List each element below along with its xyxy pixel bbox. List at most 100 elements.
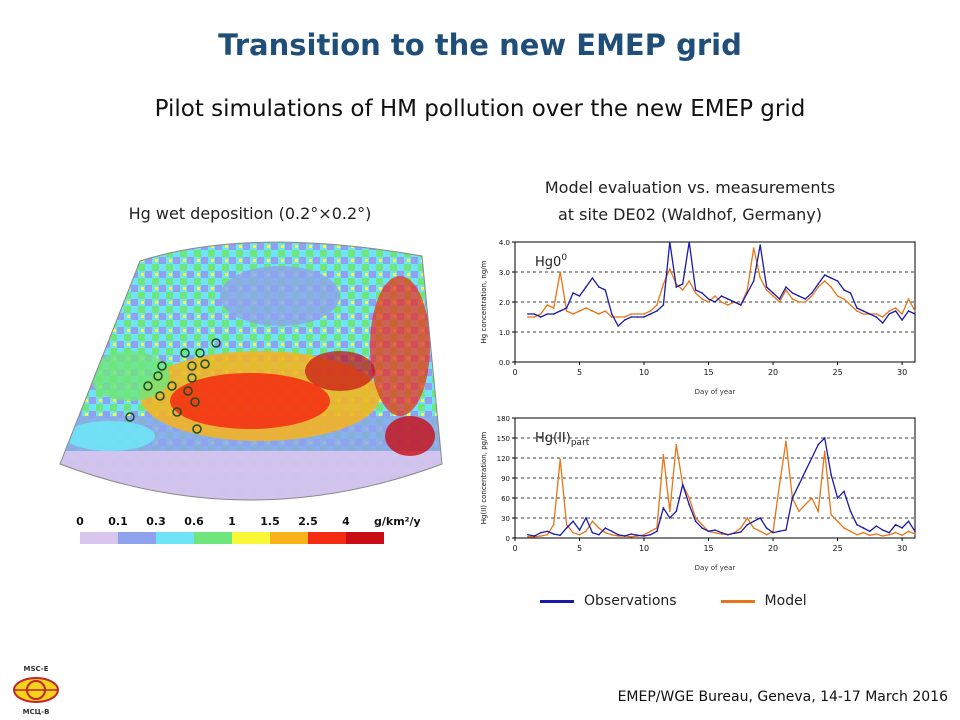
data-point: [598, 313, 600, 315]
data-point: [752, 520, 755, 523]
data-point: [810, 497, 813, 499]
data-point: [681, 289, 684, 291]
data-point: [894, 307, 897, 309]
x-tick-label: 15: [703, 368, 713, 377]
data-point: [585, 286, 587, 288]
data-point: [623, 319, 626, 321]
data-point: [881, 535, 884, 537]
station-marker: [187, 373, 197, 383]
data-point: [565, 310, 568, 312]
data-point: [720, 295, 723, 297]
data-point: [540, 531, 542, 534]
logo-text-bottom: МСЦ-В: [23, 708, 50, 716]
footer-text: EMEP/WGE Bureau, Geneva, 14-17 March 201…: [617, 689, 948, 705]
data-point: [894, 523, 897, 526]
data-point: [636, 534, 639, 537]
data-point: [901, 534, 903, 537]
data-point: [533, 535, 536, 537]
data-point: [610, 533, 613, 536]
station-marker: [155, 391, 165, 401]
data-point: [907, 520, 910, 523]
chart-hg0: 0.0 1.0 2.0 3.0 4.0 0 5 10 15 20 25 30 Day of year Hg…: [480, 239, 916, 396]
data-point: [830, 277, 832, 279]
data-point: [914, 313, 916, 315]
data-point: [669, 241, 671, 243]
data-point: [656, 530, 658, 533]
y-tick-label: 4.0: [499, 239, 510, 247]
scale-label: 0.1: [108, 515, 128, 528]
data-point: [791, 497, 794, 499]
data-point: [636, 316, 639, 318]
data-point: [694, 517, 697, 519]
deposition-map: [59, 241, 443, 501]
data-point: [881, 316, 884, 318]
data-point: [707, 530, 710, 533]
map-outline: [59, 241, 443, 501]
data-point: [559, 310, 561, 312]
data-point: [598, 533, 600, 536]
data-point: [843, 289, 845, 291]
scale-label: 2.5: [298, 515, 318, 528]
data-point: [836, 497, 839, 499]
scale-swatch: [80, 532, 118, 544]
panel-label-superscript: 0: [561, 253, 567, 263]
data-point: [572, 520, 574, 523]
data-point: [888, 313, 890, 315]
data-point: [914, 533, 916, 535]
map-field: [60, 242, 442, 501]
data-point: [630, 533, 632, 535]
station-marker: [143, 381, 153, 391]
data-point: [772, 295, 774, 297]
station-marker: [157, 361, 167, 371]
data-point: [714, 529, 716, 531]
x-tick-label: 10: [639, 368, 649, 377]
data-point: [617, 325, 620, 327]
data-point: [901, 527, 903, 529]
data-point: [746, 292, 749, 294]
data-point: [591, 277, 594, 279]
data-point: [559, 271, 561, 273]
legend-observations-label: Observations: [584, 593, 677, 609]
data-point: [765, 289, 768, 291]
data-point: [552, 533, 555, 535]
scale-swatch: [346, 532, 384, 544]
panel-label: Hg00: [535, 253, 567, 270]
station-marker: [211, 338, 221, 348]
scale-label: 1.5: [260, 515, 280, 528]
data-point: [875, 316, 878, 318]
data-point: [604, 527, 607, 529]
data-point: [675, 286, 678, 288]
data-point: [888, 531, 890, 534]
y-axis-label: Hg concentration, ng/m: [480, 260, 488, 343]
station-marker: [125, 412, 135, 422]
scale-label: 0: [76, 515, 84, 528]
data-point: [701, 292, 703, 294]
data-point: [901, 313, 903, 315]
data-point: [875, 313, 878, 315]
data-point: [604, 531, 607, 534]
data-point: [856, 523, 858, 526]
x-tick-label: 15: [703, 544, 713, 553]
data-point: [823, 280, 826, 282]
data-point: [856, 310, 858, 312]
data-point: [752, 247, 755, 249]
y-tick-label: 2.0: [499, 299, 510, 307]
data-point: [688, 241, 690, 243]
data-point: [591, 520, 594, 523]
data-point: [694, 520, 697, 523]
data-point: [772, 292, 774, 294]
data-point: [540, 316, 542, 318]
data-point: [585, 307, 587, 309]
data-point: [798, 301, 800, 303]
data-point: [843, 298, 845, 300]
y-tick-label: 0.0: [499, 359, 510, 367]
data-point: [630, 316, 632, 318]
data-point: [727, 533, 729, 536]
data-point: [830, 513, 832, 516]
y-tick-label: 30: [501, 515, 510, 523]
data-point: [604, 289, 607, 291]
data-point: [856, 307, 858, 309]
station-marker: [195, 348, 205, 358]
legend-model-line: [720, 599, 755, 603]
data-point: [591, 310, 594, 312]
